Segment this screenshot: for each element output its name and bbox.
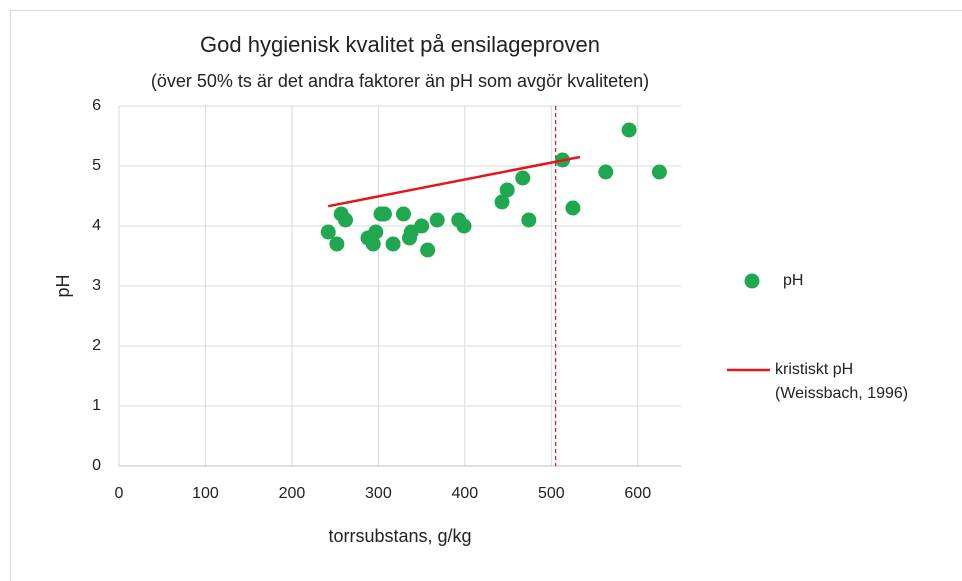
chart-subtitle: (över 50% ts är det andra faktorer än pH… <box>151 71 649 91</box>
x-tick-label: 300 <box>365 485 392 502</box>
data-point <box>521 212 537 228</box>
y-tick-label: 3 <box>92 277 101 294</box>
data-point <box>385 236 401 252</box>
x-tick-label: 100 <box>192 485 219 502</box>
trend-line <box>327 155 581 208</box>
data-point <box>515 170 531 186</box>
legend-swatch <box>744 273 760 289</box>
y-tick-label: 5 <box>92 157 101 174</box>
x-axis-label: torrsubstans, g/kg <box>328 526 471 546</box>
legend-label: kristiskt pH (Weissbach, 1996) <box>775 361 909 402</box>
data-point <box>651 164 667 180</box>
data-point <box>368 224 384 240</box>
y-tick-label: 4 <box>92 217 101 234</box>
chart-title: God hygienisk kvalitet på ensilageproven <box>200 32 600 57</box>
data-point <box>420 242 436 258</box>
y-axis-label: pH <box>53 274 73 297</box>
x-tick-label: 500 <box>538 485 565 502</box>
data-point <box>499 182 515 198</box>
legend-label: pH <box>783 272 804 289</box>
x-tick-label: 200 <box>279 485 306 502</box>
data-point <box>456 218 472 234</box>
data-point <box>494 194 510 210</box>
data-point <box>429 212 445 228</box>
data-point <box>338 212 354 228</box>
y-tick-label: 1 <box>92 397 101 414</box>
data-point <box>395 206 411 222</box>
y-tick-label: 6 <box>92 97 101 114</box>
chart-border <box>10 10 962 581</box>
x-tick-label: 600 <box>624 485 651 502</box>
y-tick-label: 0 <box>92 457 101 474</box>
x-tick-label: 0 <box>115 485 124 502</box>
data-point <box>414 218 430 234</box>
data-point <box>376 206 392 222</box>
data-point <box>598 164 614 180</box>
data-point <box>621 122 637 138</box>
x-tick-label: 400 <box>451 485 478 502</box>
data-point <box>320 224 336 240</box>
data-point <box>329 236 345 252</box>
data-point <box>565 200 581 216</box>
y-tick-label: 2 <box>92 337 101 354</box>
data-point <box>365 236 381 252</box>
